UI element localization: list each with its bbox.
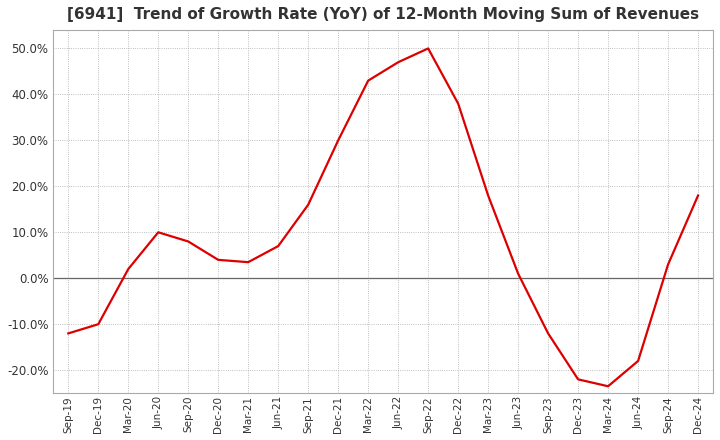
Title: [6941]  Trend of Growth Rate (YoY) of 12-Month Moving Sum of Revenues: [6941] Trend of Growth Rate (YoY) of 12-… xyxy=(67,7,699,22)
